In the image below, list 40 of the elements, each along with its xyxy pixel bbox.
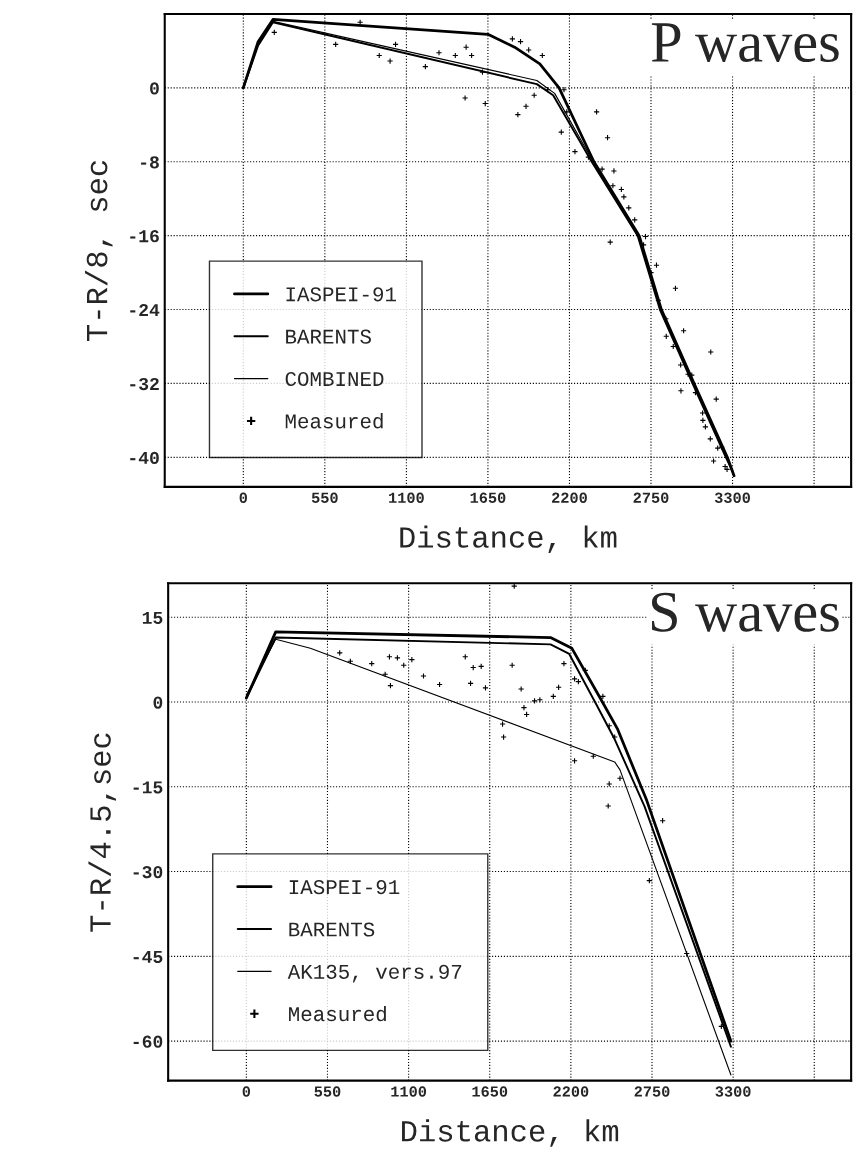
x-axis-title: Distance, km — [402, 1119, 619, 1147]
y-tick-label: 0 — [150, 82, 159, 95]
legend-label: Measured — [289, 1005, 386, 1022]
x-tick-label: 1650 — [470, 492, 506, 503]
y-tick-label: 0 — [153, 696, 163, 709]
y-tick-label: -15 — [133, 781, 163, 794]
legend-label: IASPEI-91 — [289, 880, 400, 895]
chart-title: P waves — [651, 23, 839, 63]
y-tick-label: 15 — [142, 611, 163, 624]
y-tick-label: -40 — [130, 451, 159, 465]
legend-label: AK135, vers.97 — [287, 964, 462, 983]
x-tick-label: 0 — [239, 492, 248, 503]
y-tick-label: -32 — [130, 377, 159, 391]
y-tick-label: -8 — [141, 156, 159, 169]
y-tick-label: -24 — [130, 303, 160, 317]
y-tick-label: -30 — [133, 866, 163, 879]
x-tick-label: 550 — [311, 492, 338, 503]
x-tick-label: 1650 — [472, 1086, 508, 1097]
x-axis-title: Distance, km — [400, 525, 617, 553]
legend-label: BARENTS — [286, 329, 371, 344]
legend-label: IASPEI-91 — [286, 287, 396, 302]
x-tick-label: 1100 — [389, 492, 424, 503]
y-axis-title: T-R/4.5,sec — [88, 733, 116, 932]
legend-label: Measured — [285, 413, 383, 429]
x-tick-label: 2200 — [552, 492, 587, 503]
y-tick-label: -60 — [133, 1035, 163, 1048]
y-tick-label: -45 — [133, 950, 163, 964]
legend-label: COMBINED — [285, 371, 384, 387]
x-tick-label: 3300 — [715, 1086, 751, 1097]
y-axis-title: T-R/8, sec — [84, 160, 113, 341]
x-tick-label: 2750 — [634, 1086, 670, 1097]
y-tick-label: -16 — [130, 230, 159, 243]
chart-title: S waves — [651, 592, 839, 632]
x-tick-label: 2750 — [633, 492, 669, 503]
x-tick-label: 0 — [242, 1086, 251, 1097]
x-tick-label: 1100 — [391, 1086, 427, 1097]
x-tick-label: 2200 — [553, 1086, 589, 1097]
x-tick-label: 3300 — [714, 492, 750, 503]
legend-label: BARENTS — [289, 922, 375, 937]
x-tick-label: 550 — [314, 1086, 341, 1097]
